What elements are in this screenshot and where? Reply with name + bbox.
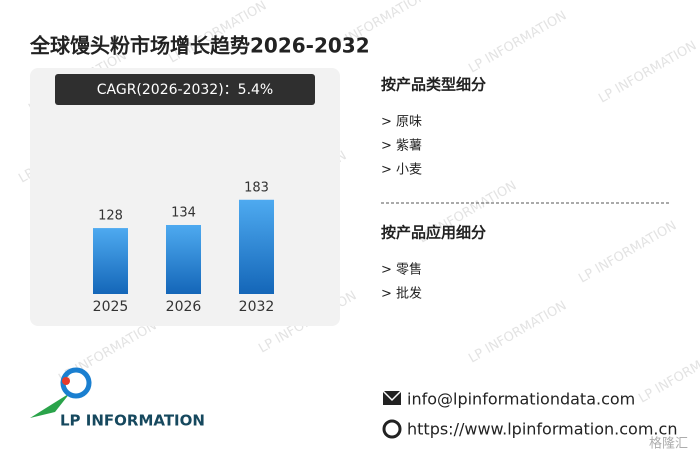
watermark: LP INFORMATION: [466, 298, 569, 366]
cagr-box: [55, 74, 315, 105]
segment-title: 按产品类型细分: [381, 76, 486, 94]
x-tick-label: 2032: [239, 299, 275, 315]
watermark: LP INFORMATION: [576, 218, 679, 286]
chart-title: 全球馒头粉市场增长趋势2026-2032: [29, 34, 370, 58]
cagr-label: CAGR(2026-2032)：5.4%: [97, 82, 273, 98]
logo: LP INFORMATION: [30, 367, 205, 430]
segment-item: > 紫薯: [381, 139, 422, 154]
logo-text: LP INFORMATION: [60, 412, 205, 430]
watermark: LP INFORMATION: [636, 338, 700, 406]
segment-item: > 批发: [381, 286, 422, 302]
watermark: LP INFORMATION: [596, 38, 699, 106]
bar: [239, 199, 274, 294]
website[interactable]: https://www.lpinformation.com.cn: [407, 420, 677, 439]
bar: [93, 228, 128, 294]
web-icon: [382, 419, 402, 439]
segment-item: > 小麦: [381, 163, 422, 178]
corner-mark: 格隆汇: [649, 436, 688, 452]
watermark: LP INFORMATION: [56, 318, 159, 386]
value-label: 128: [98, 209, 123, 224]
email[interactable]: info@lpinformationdata.com: [407, 390, 635, 409]
segment-item: > 零售: [381, 262, 422, 278]
watermark: LP INFORMATION: [466, 8, 569, 76]
x-tick-label: 2026: [166, 299, 202, 315]
value-label: 183: [244, 180, 269, 195]
value-label: 134: [171, 205, 196, 220]
x-tick-label: 2025: [93, 299, 129, 315]
segment-item: > 原味: [381, 115, 422, 130]
bar: [166, 224, 201, 294]
segment-title: 按产品应用细分: [381, 224, 486, 242]
